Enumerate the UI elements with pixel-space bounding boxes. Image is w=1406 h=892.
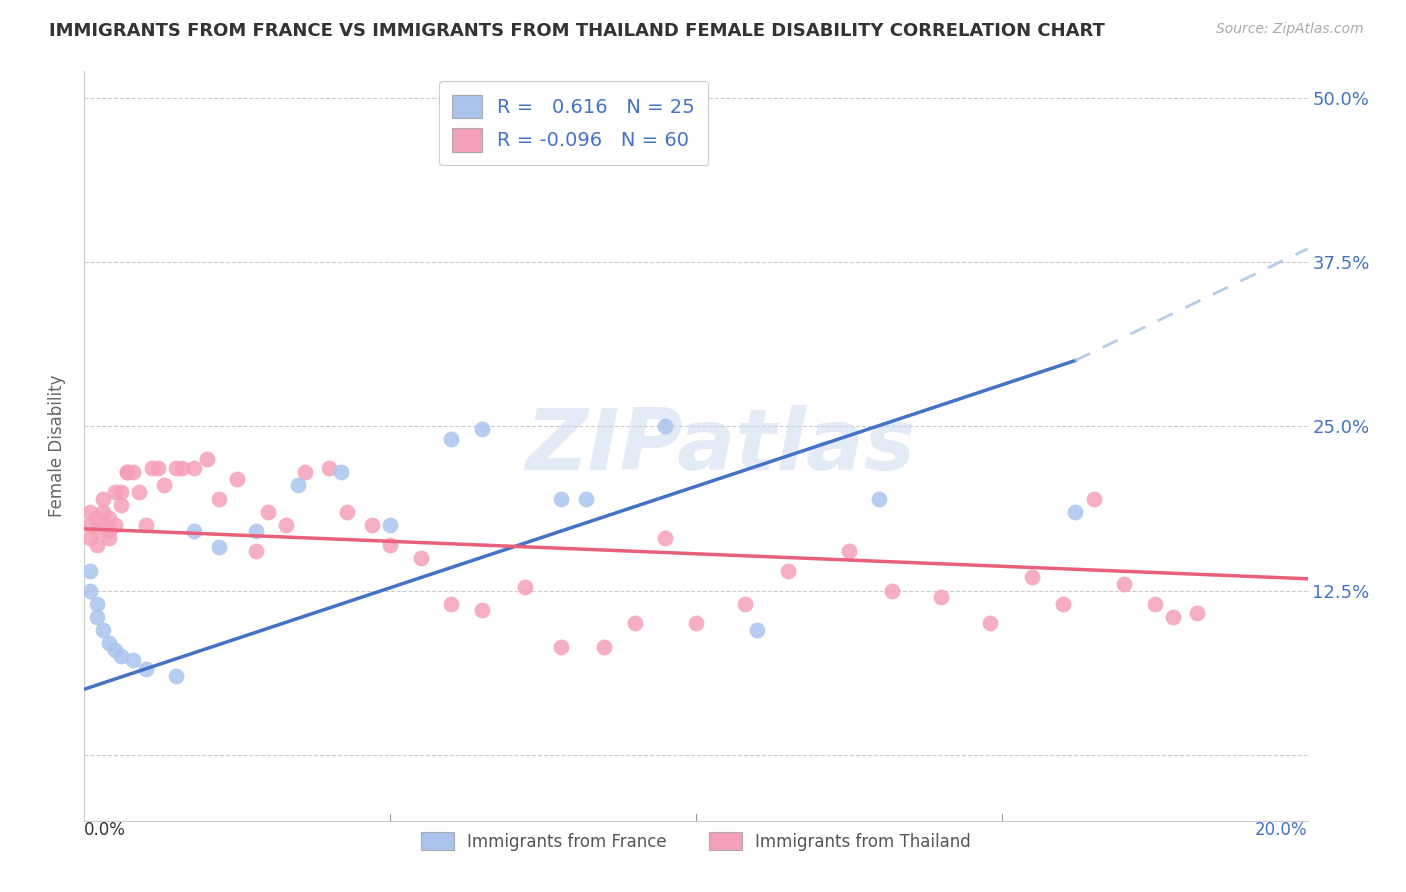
Point (86, 511, 108, 525)
Point (135, 517, 157, 532)
Point (624, 616, 647, 631)
Point (128, 485, 150, 500)
Point (550, 491, 572, 506)
Point (153, 478, 176, 492)
Point (1143, 597, 1166, 611)
Point (165, 669, 187, 683)
Point (172, 461, 194, 475)
Point (380, 538, 402, 552)
Point (276, 517, 298, 532)
Point (141, 461, 163, 475)
Point (86, 597, 108, 611)
Point (79, 564, 101, 578)
Point (380, 517, 402, 532)
Point (195, 452, 218, 467)
Point (79, 517, 101, 532)
Point (1187, 606, 1209, 620)
Point (245, 524, 267, 539)
Point (97, 636, 120, 650)
Point (86, 538, 108, 552)
Point (471, 422, 494, 436)
Point (440, 597, 463, 611)
Point (122, 465, 145, 479)
Point (86, 524, 108, 539)
Point (575, 491, 598, 506)
Point (409, 550, 432, 565)
Point (97, 524, 120, 539)
Point (330, 465, 353, 479)
Point (146, 461, 169, 475)
Point (929, 590, 952, 604)
Point (79, 583, 101, 598)
Point (1083, 491, 1105, 506)
Point (1052, 597, 1074, 611)
Point (91, 517, 114, 532)
Point (122, 653, 145, 667)
Point (79, 505, 101, 519)
Point (86, 610, 108, 624)
Point (104, 485, 127, 500)
Point (550, 640, 572, 654)
Point (1021, 570, 1043, 584)
Point (135, 663, 157, 677)
Point (165, 461, 187, 475)
Point (838, 544, 860, 558)
Point (115, 465, 138, 479)
Point (471, 603, 494, 617)
Text: IMMIGRANTS FROM FRANCE VS IMMIGRANTS FROM THAILAND FEMALE DISABILITY CORRELATION: IMMIGRANTS FROM FRANCE VS IMMIGRANTS FRO… (49, 22, 1105, 40)
Point (104, 517, 127, 532)
Point (1161, 610, 1184, 624)
Point (226, 472, 249, 486)
Point (1114, 577, 1136, 591)
Text: ZIPatlas: ZIPatlas (526, 404, 915, 488)
Point (1064, 505, 1087, 519)
Point (91, 491, 114, 506)
Point (654, 531, 676, 545)
Y-axis label: Female Disability: Female Disability (48, 375, 66, 517)
Point (97, 511, 120, 525)
Point (880, 583, 903, 598)
Text: 20.0%: 20.0% (1256, 821, 1308, 838)
Point (104, 642, 127, 657)
Text: Source: ZipAtlas.com: Source: ZipAtlas.com (1216, 22, 1364, 37)
Point (336, 505, 359, 519)
Point (360, 517, 382, 532)
Point (734, 597, 756, 611)
Point (91, 623, 114, 637)
Point (110, 485, 132, 500)
Point (115, 465, 138, 479)
Point (869, 491, 891, 506)
Point (183, 524, 205, 539)
Point (183, 461, 205, 475)
Point (318, 461, 340, 475)
Legend: Immigrants from France, Immigrants from Thailand: Immigrants from France, Immigrants from … (415, 826, 977, 857)
Point (287, 478, 309, 492)
Point (79, 531, 101, 545)
Point (685, 616, 707, 631)
Point (593, 640, 616, 654)
Point (294, 465, 316, 479)
Point (97, 531, 120, 545)
Point (208, 491, 231, 506)
Point (245, 544, 267, 558)
Text: 0.0%: 0.0% (84, 821, 127, 838)
Point (110, 498, 132, 512)
Point (654, 419, 676, 434)
Point (513, 580, 536, 594)
Point (979, 616, 1001, 631)
Point (440, 433, 463, 447)
Point (776, 564, 799, 578)
Point (747, 623, 769, 637)
Point (110, 649, 132, 664)
Point (257, 505, 280, 519)
Point (208, 540, 231, 554)
Point (91, 505, 114, 519)
